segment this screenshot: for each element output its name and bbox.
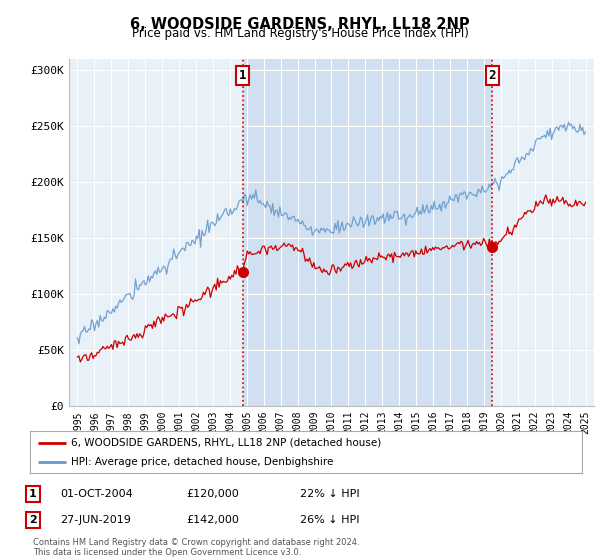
Text: 22% ↓ HPI: 22% ↓ HPI <box>300 489 359 499</box>
Text: 01-OCT-2004: 01-OCT-2004 <box>60 489 133 499</box>
Text: £120,000: £120,000 <box>186 489 239 499</box>
Text: 1: 1 <box>239 69 247 82</box>
Text: £142,000: £142,000 <box>186 515 239 525</box>
Text: 26% ↓ HPI: 26% ↓ HPI <box>300 515 359 525</box>
Text: Price paid vs. HM Land Registry's House Price Index (HPI): Price paid vs. HM Land Registry's House … <box>131 27 469 40</box>
Text: 6, WOODSIDE GARDENS, RHYL, LL18 2NP: 6, WOODSIDE GARDENS, RHYL, LL18 2NP <box>130 17 470 32</box>
Text: 2: 2 <box>29 515 37 525</box>
Text: Contains HM Land Registry data © Crown copyright and database right 2024.
This d: Contains HM Land Registry data © Crown c… <box>33 538 359 557</box>
Text: 2: 2 <box>488 69 496 82</box>
Text: 27-JUN-2019: 27-JUN-2019 <box>60 515 131 525</box>
Text: 1: 1 <box>29 489 37 499</box>
Text: 6, WOODSIDE GARDENS, RHYL, LL18 2NP (detached house): 6, WOODSIDE GARDENS, RHYL, LL18 2NP (det… <box>71 437 382 447</box>
Text: HPI: Average price, detached house, Denbighshire: HPI: Average price, detached house, Denb… <box>71 457 334 467</box>
Bar <box>242 59 493 406</box>
